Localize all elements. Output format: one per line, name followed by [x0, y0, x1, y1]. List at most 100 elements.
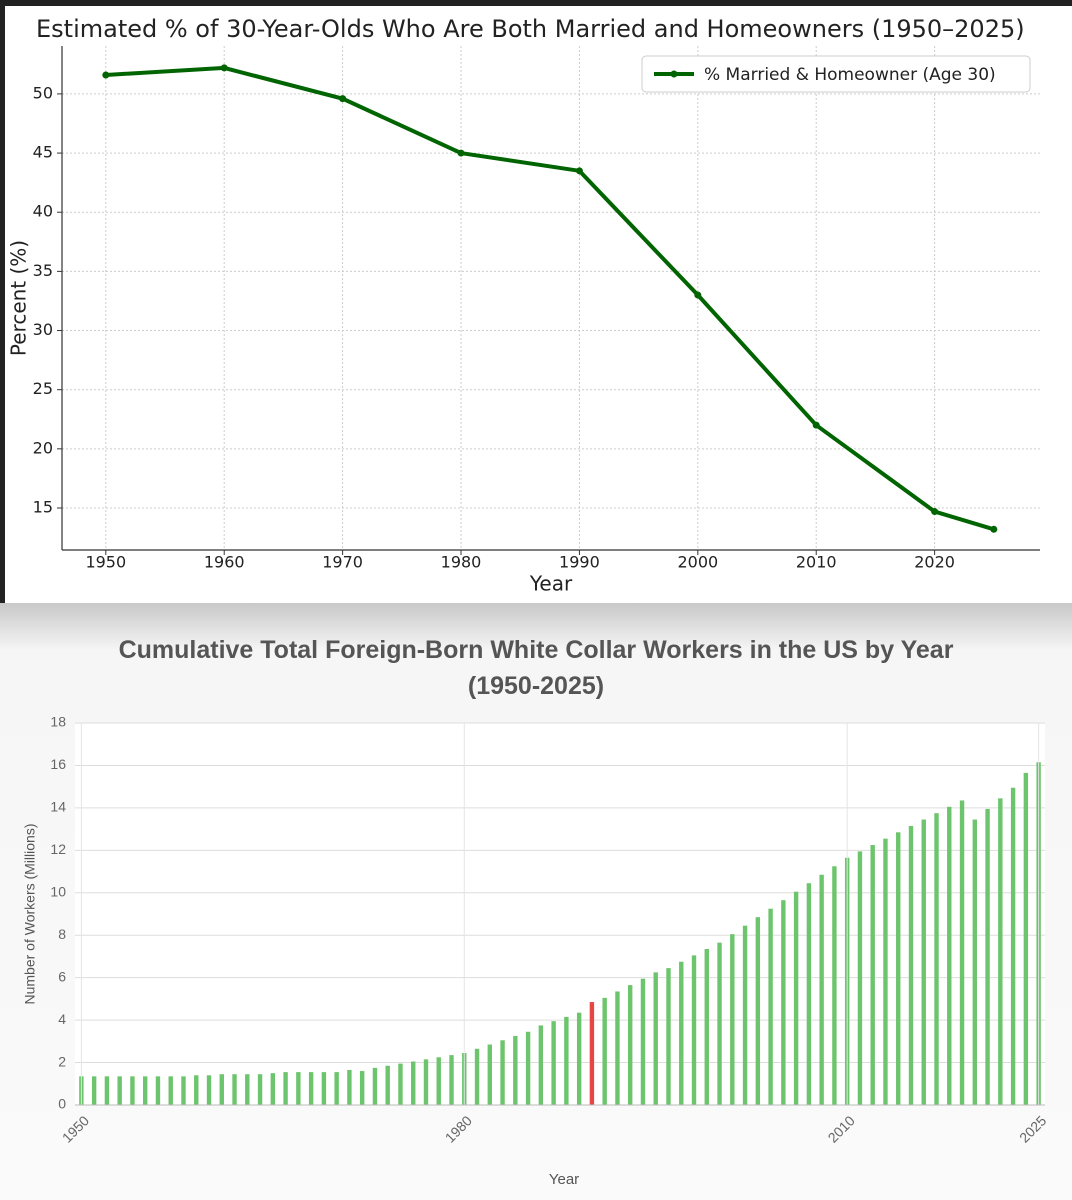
bar: [972, 819, 978, 1105]
bar: [270, 1073, 276, 1105]
y-tick-label: 2: [58, 1053, 66, 1069]
bar: [398, 1063, 403, 1105]
bar: [615, 991, 620, 1105]
data-point: [339, 95, 347, 103]
data-point: [457, 149, 465, 157]
bar: [1023, 772, 1029, 1105]
bar: [998, 798, 1003, 1105]
bar: [372, 1067, 378, 1105]
legend-swatch: [670, 70, 678, 78]
chart-title: Cumulative Total Foreign-Born White Coll…: [118, 636, 954, 700]
bar: [500, 1040, 505, 1105]
data-point: [102, 71, 110, 79]
bar: [436, 1057, 441, 1105]
bar: [257, 1074, 263, 1105]
bar: [308, 1072, 314, 1105]
bar: [883, 838, 888, 1105]
x-tick-label: 1980: [441, 553, 482, 572]
bar: [985, 808, 990, 1105]
bar: [934, 813, 939, 1105]
data-point: [812, 421, 820, 429]
bar: [130, 1076, 135, 1105]
x-tick-label: 2010: [796, 553, 837, 572]
y-tick-label: 15: [33, 498, 53, 517]
x-axis-label: Year: [529, 572, 573, 596]
bar: [921, 819, 926, 1105]
y-tick-label: 20: [33, 438, 53, 457]
bar: [653, 972, 658, 1105]
bar: [1010, 787, 1016, 1105]
y-tick-label: 30: [33, 320, 53, 339]
x-tick-label: 1960: [204, 553, 245, 572]
bar: [793, 891, 799, 1105]
y-tick-label: 18: [50, 714, 66, 730]
legend-label: % Married & Homeowner (Age 30): [704, 65, 996, 85]
y-axis-label: Number of Workers (Millions): [22, 824, 38, 1005]
y-tick-label: 8: [58, 926, 66, 942]
bar: [206, 1075, 212, 1105]
bar: [117, 1076, 122, 1105]
y-tick-label: 4: [58, 1011, 66, 1027]
bar: [730, 934, 735, 1105]
bar: [551, 1021, 556, 1105]
data-point: [575, 167, 583, 175]
bar: [896, 832, 901, 1105]
bar: [181, 1076, 186, 1105]
x-axis-label: Year: [549, 1171, 579, 1188]
bar: [194, 1075, 199, 1105]
bar: [819, 874, 824, 1105]
data-line: [105, 65, 995, 532]
bar: [959, 800, 965, 1105]
bar: [411, 1061, 416, 1105]
bar: [487, 1044, 493, 1105]
bar: [576, 1012, 582, 1105]
bar: [691, 955, 697, 1105]
bar: [908, 825, 914, 1105]
bar: [168, 1076, 173, 1105]
bar: [564, 1016, 569, 1105]
legend-box: [641, 55, 1031, 93]
bar: [245, 1074, 250, 1105]
bar: [334, 1072, 339, 1105]
bar: [947, 806, 952, 1105]
bar: [525, 1031, 531, 1105]
bar: [104, 1076, 110, 1105]
bar: [449, 1055, 454, 1105]
y-tick-label: 12: [50, 841, 66, 857]
bar: [219, 1074, 224, 1105]
y-tick-label: 35: [33, 261, 53, 280]
x-tick-label: 2020: [914, 553, 955, 572]
bar: [755, 917, 761, 1105]
bar: [627, 985, 633, 1105]
x-tick-label: 1970: [322, 553, 363, 572]
x-tick-label: 2000: [677, 553, 718, 572]
bar: [781, 900, 786, 1105]
y-tick-label: 40: [33, 202, 53, 221]
bar: [870, 845, 875, 1105]
y-tick-label: 14: [50, 799, 66, 815]
bar: [283, 1072, 288, 1105]
data-point: [990, 525, 998, 533]
top-border: [0, 0, 1072, 6]
x-tick-label: 1990: [559, 553, 600, 572]
bar: [666, 968, 671, 1105]
bar: [359, 1071, 365, 1105]
left-border: [0, 0, 5, 603]
y-tick-label: 10: [50, 883, 66, 899]
bar: [296, 1072, 301, 1105]
x-tick-label: 1950: [85, 553, 126, 572]
chart-title: Estimated % of 30-Year-Olds Who Are Both…: [36, 15, 1025, 43]
bar: [832, 866, 837, 1105]
bar: [91, 1076, 97, 1105]
data-point: [694, 291, 702, 299]
bar: [679, 961, 684, 1105]
bar: [857, 851, 863, 1105]
bar: [806, 883, 812, 1105]
bar: [142, 1076, 148, 1105]
y-tick-label: 50: [33, 83, 53, 102]
bar: [640, 978, 646, 1105]
bar: [704, 949, 709, 1105]
bar: [423, 1059, 429, 1105]
